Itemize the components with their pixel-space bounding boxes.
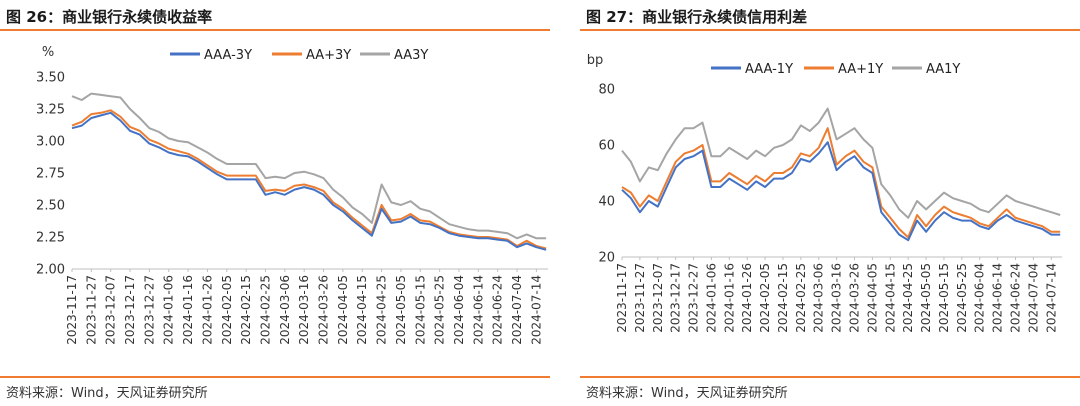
x-tick-label: 2024-04-05: [865, 263, 879, 333]
title-divider: [580, 29, 1080, 31]
x-tick-label: 2024-01-26: [200, 275, 214, 345]
x-tick-label: 2024-03-16: [830, 263, 844, 333]
x-tick-label: 2024-01-06: [704, 263, 718, 333]
legend-label: AA3Y: [394, 48, 428, 63]
x-tick-label: 2024-01-06: [162, 275, 176, 345]
x-tick-label: 2024-07-04: [510, 275, 524, 345]
x-tick-label: 2023-11-27: [633, 263, 647, 333]
legend-label: AAA-1Y: [745, 62, 793, 77]
x-tick-label: 2024-05-15: [937, 263, 951, 333]
series-line-aa-3y: [71, 109, 547, 250]
series-line-aa-1y: [621, 127, 1061, 239]
source-divider: [580, 376, 1080, 378]
spread-chart-panel: 图 27：商业银行永续债信用利差 bp 20 40 60 80 2023-11-17 202…: [580, 0, 1080, 406]
title-divider: [0, 29, 550, 31]
legend-label: AA+3Y: [306, 48, 351, 63]
x-tick-label: 2024-06-24: [491, 275, 505, 345]
x-tick-label: 2023-12-07: [651, 263, 665, 333]
x-tick-label: 2024-05-15: [413, 275, 427, 345]
y-axis-unit-label: bp: [587, 53, 604, 68]
y-tick-label: 40: [598, 195, 615, 210]
x-tick-label: 2024-04-15: [355, 275, 369, 345]
y-axis-unit-label: %: [42, 45, 54, 60]
y-tick-label: 20: [598, 251, 615, 266]
y-tick-label: 2.75: [36, 167, 65, 182]
source-note: 资料来源：Wind，天风证券研究所: [6, 386, 208, 401]
x-tick-label: 2024-06-14: [471, 275, 485, 345]
y-tick-label: 3.00: [36, 135, 65, 150]
x-tick-label: 2024-03-06: [812, 263, 826, 333]
x-tick-label: 2024-05-25: [955, 263, 969, 333]
chart-title: 图 27：商业银行永续债信用利差: [586, 8, 808, 26]
x-tick-label: 2024-06-14: [991, 263, 1005, 333]
x-tick-label: 2024-07-04: [1026, 263, 1040, 333]
x-tick-label: 2024-04-15: [883, 263, 897, 333]
x-tick-label: 2024-04-25: [901, 263, 915, 333]
x-tick-label: 2024-06-04: [973, 263, 987, 333]
x-tick-label: 2024-04-25: [375, 275, 389, 345]
x-tick-label: 2024-02-25: [794, 263, 808, 333]
x-tick-label: 2024-05-05: [919, 263, 933, 333]
legend-label: AAA-3Y: [204, 48, 252, 63]
x-tick-label: 2023-11-17: [65, 275, 79, 345]
legend-label: AA+1Y: [838, 62, 883, 77]
y-tick-label: 2.50: [36, 199, 65, 214]
x-tick-label: 2024-02-15: [239, 275, 253, 345]
x-tick-label: 2024-01-26: [740, 263, 754, 333]
series-line-aaa-1y: [621, 141, 1061, 242]
spread-line-chart: bp 20 40 60 80 2023-11-17 2023-11-27 2023-12-07…: [587, 53, 1062, 333]
x-tick-label: 2023-12-07: [104, 275, 118, 345]
x-tick-label: 2024-02-05: [758, 263, 772, 333]
x-tick-label: 2024-05-05: [394, 275, 408, 345]
series-line-aa3y: [71, 92, 547, 240]
x-tick-label: 2024-07-14: [529, 275, 543, 345]
yield-chart-panel: 图 26：商业银行永续债收益率 % 2.00 2.25 2.50 2.75 3.00 3.2…: [0, 8, 550, 401]
source-note: 资料来源：Wind，天风证券研究所: [586, 386, 788, 401]
x-tick-label: 2024-02-25: [258, 275, 272, 345]
yield-line-chart: % 2.00 2.25 2.50 2.75 3.00 3.25 3.50 2023-11-17 2…: [36, 45, 548, 345]
x-tick-label: 2024-05-25: [433, 275, 447, 345]
x-tick-label: 2023-11-27: [84, 275, 98, 345]
x-tick-label: 2023-12-27: [687, 263, 701, 333]
y-tick-label: 3.25: [36, 103, 65, 118]
x-tick-label: 2024-02-05: [220, 275, 234, 345]
series-line-aaa-3y: [71, 111, 547, 251]
y-tick-label: 2.25: [36, 231, 65, 246]
y-tick-label: 2.00: [36, 263, 65, 278]
legend-label: AA1Y: [926, 62, 960, 77]
x-tick-label: 2023-12-17: [669, 263, 683, 333]
series-line-aa1y: [621, 107, 1061, 219]
x-tick-label: 2024-02-15: [776, 263, 790, 333]
x-tick-label: 2024-04-05: [336, 275, 350, 345]
y-tick-label: 80: [598, 83, 615, 98]
x-tick-label: 2024-03-26: [848, 263, 862, 333]
x-tick-label: 2024-06-04: [452, 275, 466, 345]
x-tick-label: 2023-12-27: [142, 275, 156, 345]
chart-title: 图 26：商业银行永续债收益率: [6, 8, 213, 26]
x-tick-label: 2024-03-16: [297, 275, 311, 345]
x-tick-label: 2024-01-16: [181, 275, 195, 345]
x-tick-label: 2023-12-17: [123, 275, 137, 345]
y-tick-label: 60: [598, 139, 615, 154]
x-tick-label: 2024-03-06: [278, 275, 292, 345]
source-divider: [0, 376, 550, 378]
x-tick-label: 2024-06-24: [1008, 263, 1022, 333]
y-tick-label: 3.50: [36, 71, 65, 86]
x-tick-label: 2024-07-14: [1044, 263, 1058, 333]
x-tick-label: 2024-03-26: [317, 275, 331, 345]
x-tick-label: 2024-01-16: [722, 263, 736, 333]
x-tick-label: 2023-11-17: [615, 263, 629, 333]
